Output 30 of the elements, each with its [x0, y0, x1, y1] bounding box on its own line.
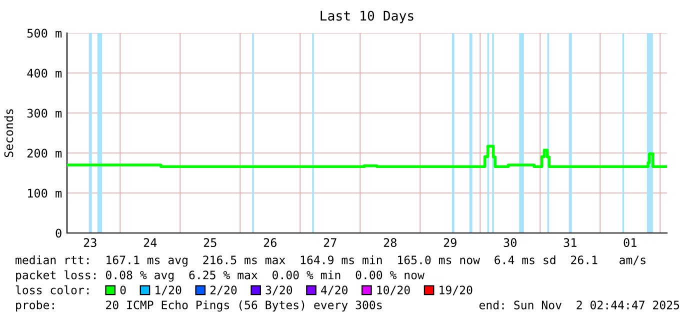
- x-tick-label: 24: [144, 238, 157, 247]
- legend-label: 10/20: [377, 286, 410, 296]
- y-tick-label: 300 m: [27, 108, 62, 118]
- legend-label: 0: [120, 286, 126, 294]
- x-tick-label: 01: [624, 238, 636, 248]
- legend-label: 19/20: [440, 286, 472, 296]
- x-tick-label: 23: [84, 238, 96, 248]
- legend-label: 1/20: [156, 286, 182, 296]
- y-tick-label: 200 m: [27, 148, 62, 158]
- text: packet loss: 0.08 % avg 6.25 % max 0.00 % min 0.00 % now: [16, 270, 424, 282]
- text: probe: 20 ICMP Echo Pings (56 Bytes) every 300s: [16, 300, 382, 312]
- x-tick-label: 28: [384, 238, 396, 248]
- legend-label: 4/20: [321, 286, 348, 296]
- y-tick-label: 0: [56, 228, 62, 238]
- text: end: Sun Nov 2 02:44:47 2025: [479, 300, 680, 310]
- x-tick-label: 25: [204, 238, 216, 248]
- chart-title: Last 10 Days: [320, 10, 414, 24]
- text: median rtt: 167.1 ms avg 216.5 ms max 164.9 ms min 165.0 ms now 6.4 ms sd 26.1 am/s: [16, 255, 646, 267]
- x-tick-label: 30: [504, 238, 516, 248]
- y-axis-title: Seconds: [4, 109, 14, 158]
- x-tick-label: 29: [444, 238, 456, 248]
- y-tick-label: 100 m: [28, 188, 62, 198]
- legend-label: 3/20: [266, 286, 292, 296]
- x-tick-label: 31: [564, 238, 576, 248]
- y-tick-label: 500 m: [27, 28, 62, 38]
- x-tick-label: 27: [324, 238, 336, 247]
- legend-title: loss color:: [16, 285, 89, 294]
- x-tick-label: 26: [264, 238, 276, 248]
- legend-label: 2/20: [210, 286, 237, 296]
- y-tick-label: 400 m: [27, 68, 62, 78]
